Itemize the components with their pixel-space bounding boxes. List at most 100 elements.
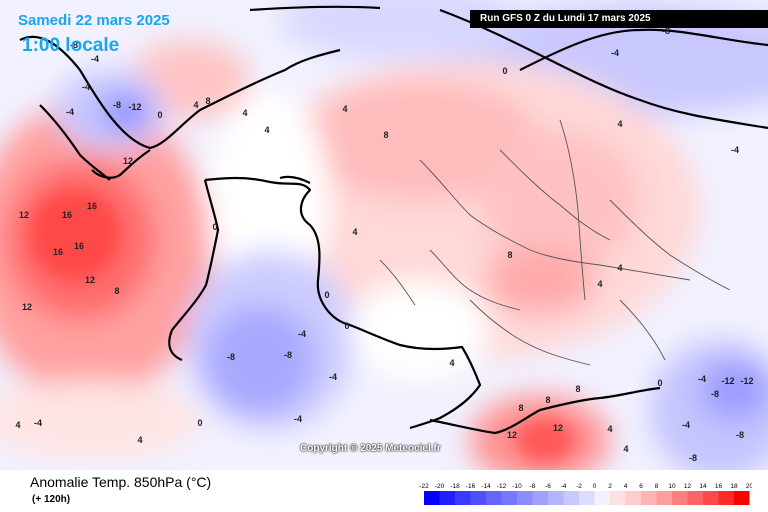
contour-label: 4 [597, 279, 602, 289]
country-borders [379, 119, 731, 366]
lead-time: (+ 120h) [32, 494, 71, 505]
contour-label: -4 [698, 374, 706, 384]
legend-swatch [517, 491, 533, 505]
contour-label: 4 [137, 435, 142, 445]
legend-tick-label: -10 [512, 483, 522, 490]
contour-label: 4 [342, 104, 347, 114]
parameter-title: Anomalie Temp. 850hPa (°C) [30, 474, 212, 490]
contour-label: -4 [91, 54, 99, 64]
contour-label: -4 [34, 418, 42, 428]
contour-label: -4 [731, 145, 739, 155]
legend-swatch [610, 491, 626, 505]
legend-tick-label: 6 [639, 483, 643, 490]
contour-label: 4 [352, 227, 357, 237]
contour-label: 0 [324, 290, 329, 300]
contour-label: 4 [607, 424, 612, 434]
legend-swatch [548, 491, 564, 505]
legend-tick-label: 20 [746, 483, 752, 490]
contour-label: 12 [19, 210, 29, 220]
legend-tick-label: 0 [593, 483, 597, 490]
contour-label: 16 [87, 201, 97, 211]
contour-label: 4 [264, 125, 269, 135]
legend-swatch [455, 491, 471, 505]
contour-label: 8 [575, 384, 580, 394]
legend-swatch [703, 491, 719, 505]
contour-label: -8 [662, 26, 670, 36]
legend-tick-label: 10 [668, 483, 676, 490]
legend-swatch [424, 491, 440, 505]
legend-swatch [439, 491, 455, 505]
contour-label: 4 [617, 119, 622, 129]
legend-swatch [486, 491, 502, 505]
footer: Anomalie Temp. 850hPa (°C) (+ 120h) -22-… [0, 470, 768, 512]
coastlines [19, 5, 768, 435]
contour-label: -4 [611, 48, 619, 58]
legend-swatch [625, 491, 641, 505]
contour-label: -4 [66, 107, 74, 117]
contour-label: 8 [114, 286, 119, 296]
legend-tick-label: -14 [481, 483, 491, 490]
legend-tick-label: -8 [530, 483, 536, 490]
contour-label: 4 [242, 108, 247, 118]
contour-label: -8 [113, 100, 121, 110]
legend-tick-label: -6 [545, 483, 551, 490]
legend-swatch [687, 491, 703, 505]
contour-label: 12 [123, 156, 133, 166]
legend-swatch [563, 491, 579, 505]
contour-label: 8 [545, 395, 550, 405]
legend-tick-label: 8 [655, 483, 659, 490]
contour-labels: -8 -12 -4 -8 -4 -4 0 4 8 12 4 4 4 8 0 -4 -8 4 4 0 16 16 16 16 12… [15, 26, 753, 463]
run-info: Run GFS 0 Z du Lundi 17 mars 2025 [470, 10, 768, 28]
legend-tick-label: -16 [466, 483, 476, 490]
legend-tick-label: 14 [699, 483, 707, 490]
contour-label: 12 [553, 423, 563, 433]
contour-label: 16 [53, 247, 63, 257]
contour-label: 8 [383, 130, 388, 140]
legend-tick-label: 4 [624, 483, 628, 490]
contour-label: 0 [197, 418, 202, 428]
contour-label: 16 [74, 241, 84, 251]
legend-swatch [532, 491, 548, 505]
weather-map: -8 -12 -4 -8 -4 -4 0 4 8 12 4 4 4 8 0 -4 -8 4 4 0 16 16 16 16 12… [0, 0, 768, 470]
legend-tick-label: -2 [576, 483, 582, 490]
legend-swatch [594, 491, 610, 505]
contour-label: 4 [193, 100, 198, 110]
contour-label: 16 [62, 210, 72, 220]
contour-label: 0 [657, 378, 662, 388]
contour-label: -4 [82, 82, 90, 92]
local-time: 1:00 locale [22, 35, 120, 56]
contour-label: 12 [85, 275, 95, 285]
contour-label: -8 [736, 430, 744, 440]
contour-label: 4 [449, 358, 454, 368]
legend-swatch [656, 491, 672, 505]
copyright-watermark: Copyright © 2025 Meteociel.fr [300, 443, 441, 454]
contour-label: 12 [22, 302, 32, 312]
contour-label: 0 [157, 110, 162, 120]
contour-label: -12 [740, 376, 753, 386]
anomaly-field: -8 -12 -4 -8 -4 -4 0 4 8 12 4 4 4 8 0 -4 -8 4 4 0 16 16 16 16 12… [0, 0, 768, 470]
contour-label: -12 [128, 102, 141, 112]
contour-label: -8 [227, 352, 235, 362]
legend-tick-label: -12 [497, 483, 507, 490]
contour-label: -8 [284, 350, 292, 360]
legend-tick-label: 12 [684, 483, 692, 490]
legend-swatch [470, 491, 486, 505]
color-scale-legend: -22 -20 -18 -16 -14 -12 -10 -8 -6 -4 -2 0 2 4 6 8 10 12 14… [419, 483, 752, 505]
contour-label: 12 [507, 430, 517, 440]
contour-label: 0 [502, 66, 507, 76]
legend-swatch [579, 491, 595, 505]
contour-label: 8 [507, 250, 512, 260]
contour-label: 4 [617, 263, 622, 273]
legend-swatch [734, 491, 750, 505]
contour-label: -4 [294, 414, 302, 424]
legend-swatch [641, 491, 657, 505]
contour-label: -4 [298, 329, 306, 339]
contour-label: -4 [682, 420, 690, 430]
legend-tick-label: -4 [561, 483, 567, 490]
legend-swatch [501, 491, 517, 505]
legend-tick-label: 18 [730, 483, 738, 490]
contour-label: -8 [70, 40, 78, 50]
contour-label: -8 [689, 453, 697, 463]
legend-tick-label: -18 [450, 483, 460, 490]
contour-label: 4 [15, 420, 20, 430]
